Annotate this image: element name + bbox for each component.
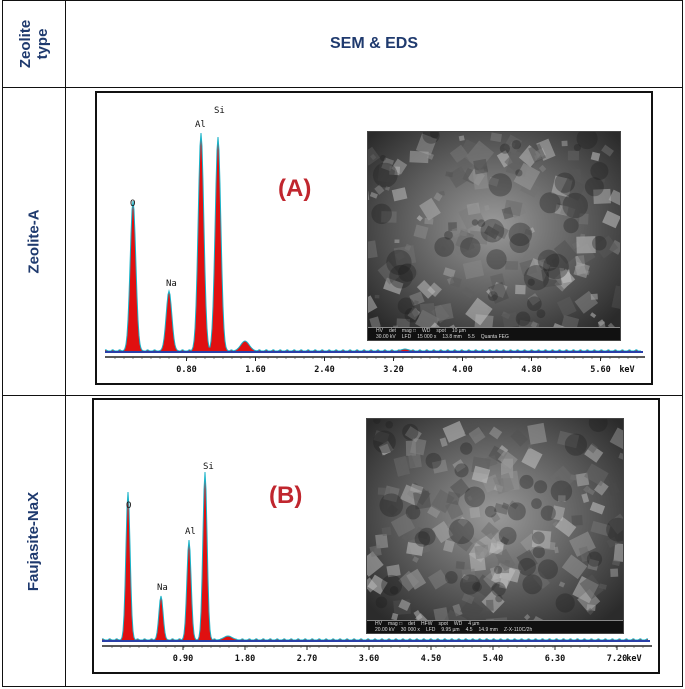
row-label-a-text: Zeolite-A [25,209,43,274]
axis-tick-label: 5.60 [590,365,610,375]
sem-databar-field: HV [375,621,382,627]
row-label-a: Zeolite-A [3,88,65,395]
sem-databar-value: 4.5 [465,627,473,633]
sem-databar-field: spot [438,621,448,627]
axis-unit-label: keV [619,365,634,375]
sem-eds-panel-b: 0.901.802.703.604.505.406.307.208.10keVO… [92,398,660,674]
sem-databar-field: det [408,621,416,627]
col1-header-text: Zeolite type [17,19,51,69]
sem-databar-field: 10 µm [451,328,466,334]
sem-databar-value: 30.00 kV [376,334,396,340]
sem-eds-panel-a: 0.801.602.403.204.004.805.606.407.20keVO… [95,91,653,385]
sem-databar-field: det [388,328,396,334]
col2-header: SEM & EDS [329,35,418,52]
axis-tick-label: 7.20 [607,654,627,664]
axis-tick-label: 5.40 [483,654,503,664]
sem-databar-field: WD [422,328,431,334]
axis-tick-label: 0.90 [173,654,193,664]
sem-databar-field: mag □ [387,621,403,627]
axis-tick-label: 3.20 [383,365,403,375]
sem-databar-value: LFD [425,627,436,633]
axis-tick-label: 2.70 [297,654,317,664]
peak-label-o: O [130,199,135,209]
axis-tick-label: 0.80 [176,365,196,375]
peak-label-al: Al [185,527,196,537]
row-divider [3,395,682,396]
sem-image-b: HV mag □ det HFW spot WD 4 µm 20.00 kV 30 000 x L… [366,418,624,634]
column-divider [65,1,66,686]
sem-databar-value: 15 000 x [417,334,437,340]
header-divider [3,87,682,88]
sem-databar-field: HV [376,328,383,334]
panel-tag-b: (B) [269,482,303,509]
peak-label-si: Si [214,106,225,116]
sem-micrograph-b [367,419,623,633]
sem-databar-field: mag □ [401,328,417,334]
axis-tick-label: 1.80 [235,654,255,664]
col1-header: Zeolite type [3,1,65,87]
peak-label-o: O [126,501,131,511]
row-label-b-text: Faujasite-NaX [25,491,43,591]
eds-spectrum-a: 0.801.602.403.204.004.805.606.407.20keVO… [104,106,645,375]
axis-tick-label: 4.00 [452,365,472,375]
sem-databar-value: 13.8 mm [442,334,462,340]
sem-image-a: HV det mag □ WD spot 10 µm 30.00 kV LFD 15 000 x… [367,131,621,341]
sem-databar-field: HFW [421,621,433,627]
sem-databar-b: HV mag □ det HFW spot WD 4 µm 20.00 kV 30 000 x L… [367,620,623,633]
axis-tick-label: 4.80 [521,365,541,375]
sem-databar-value: 5.5 [467,334,475,340]
sem-databar-field: WD [453,621,463,627]
peak-label-si: Si [203,462,214,472]
axis-tick-label: 1.60 [245,365,265,375]
axis-tick-label: 3.60 [359,654,379,664]
axis-tick-label: 6.30 [545,654,565,664]
peak-label-na: Na [157,583,168,593]
sem-databar-field: spot [436,328,446,334]
spectrum-outline-b [101,471,649,641]
sem-databar-value: Z-X-110C/2h [503,627,533,633]
sem-databar-value: LFD [401,334,412,340]
axis-tick-label: 4.50 [421,654,441,664]
eds-spectrum-b: 0.901.802.703.604.505.406.307.208.10keVO… [101,462,652,664]
peak-label-al: Al [195,120,206,130]
sem-databar-field: 4 µm [468,621,480,627]
sem-databar-value: 20.00 kV [375,627,395,633]
sem-databar-value: 14.9 mm [478,627,498,633]
axis-unit-label: keV [626,654,641,664]
panel-tag-a: (A) [278,175,312,202]
axis-tick-label: 2.40 [314,365,334,375]
row-label-b: Faujasite-NaX [3,396,65,686]
sem-micrograph-a [368,132,620,340]
sem-databar-value: 30 000 x [400,627,420,633]
sem-databar-a: HV det mag □ WD spot 10 µm 30.00 kV LFD 15 000 x… [368,327,620,340]
sem-databar-value: Quanta FEG [480,334,509,340]
peak-label-na: Na [166,279,177,289]
sem-databar-value: 9.95 µm [441,627,460,633]
